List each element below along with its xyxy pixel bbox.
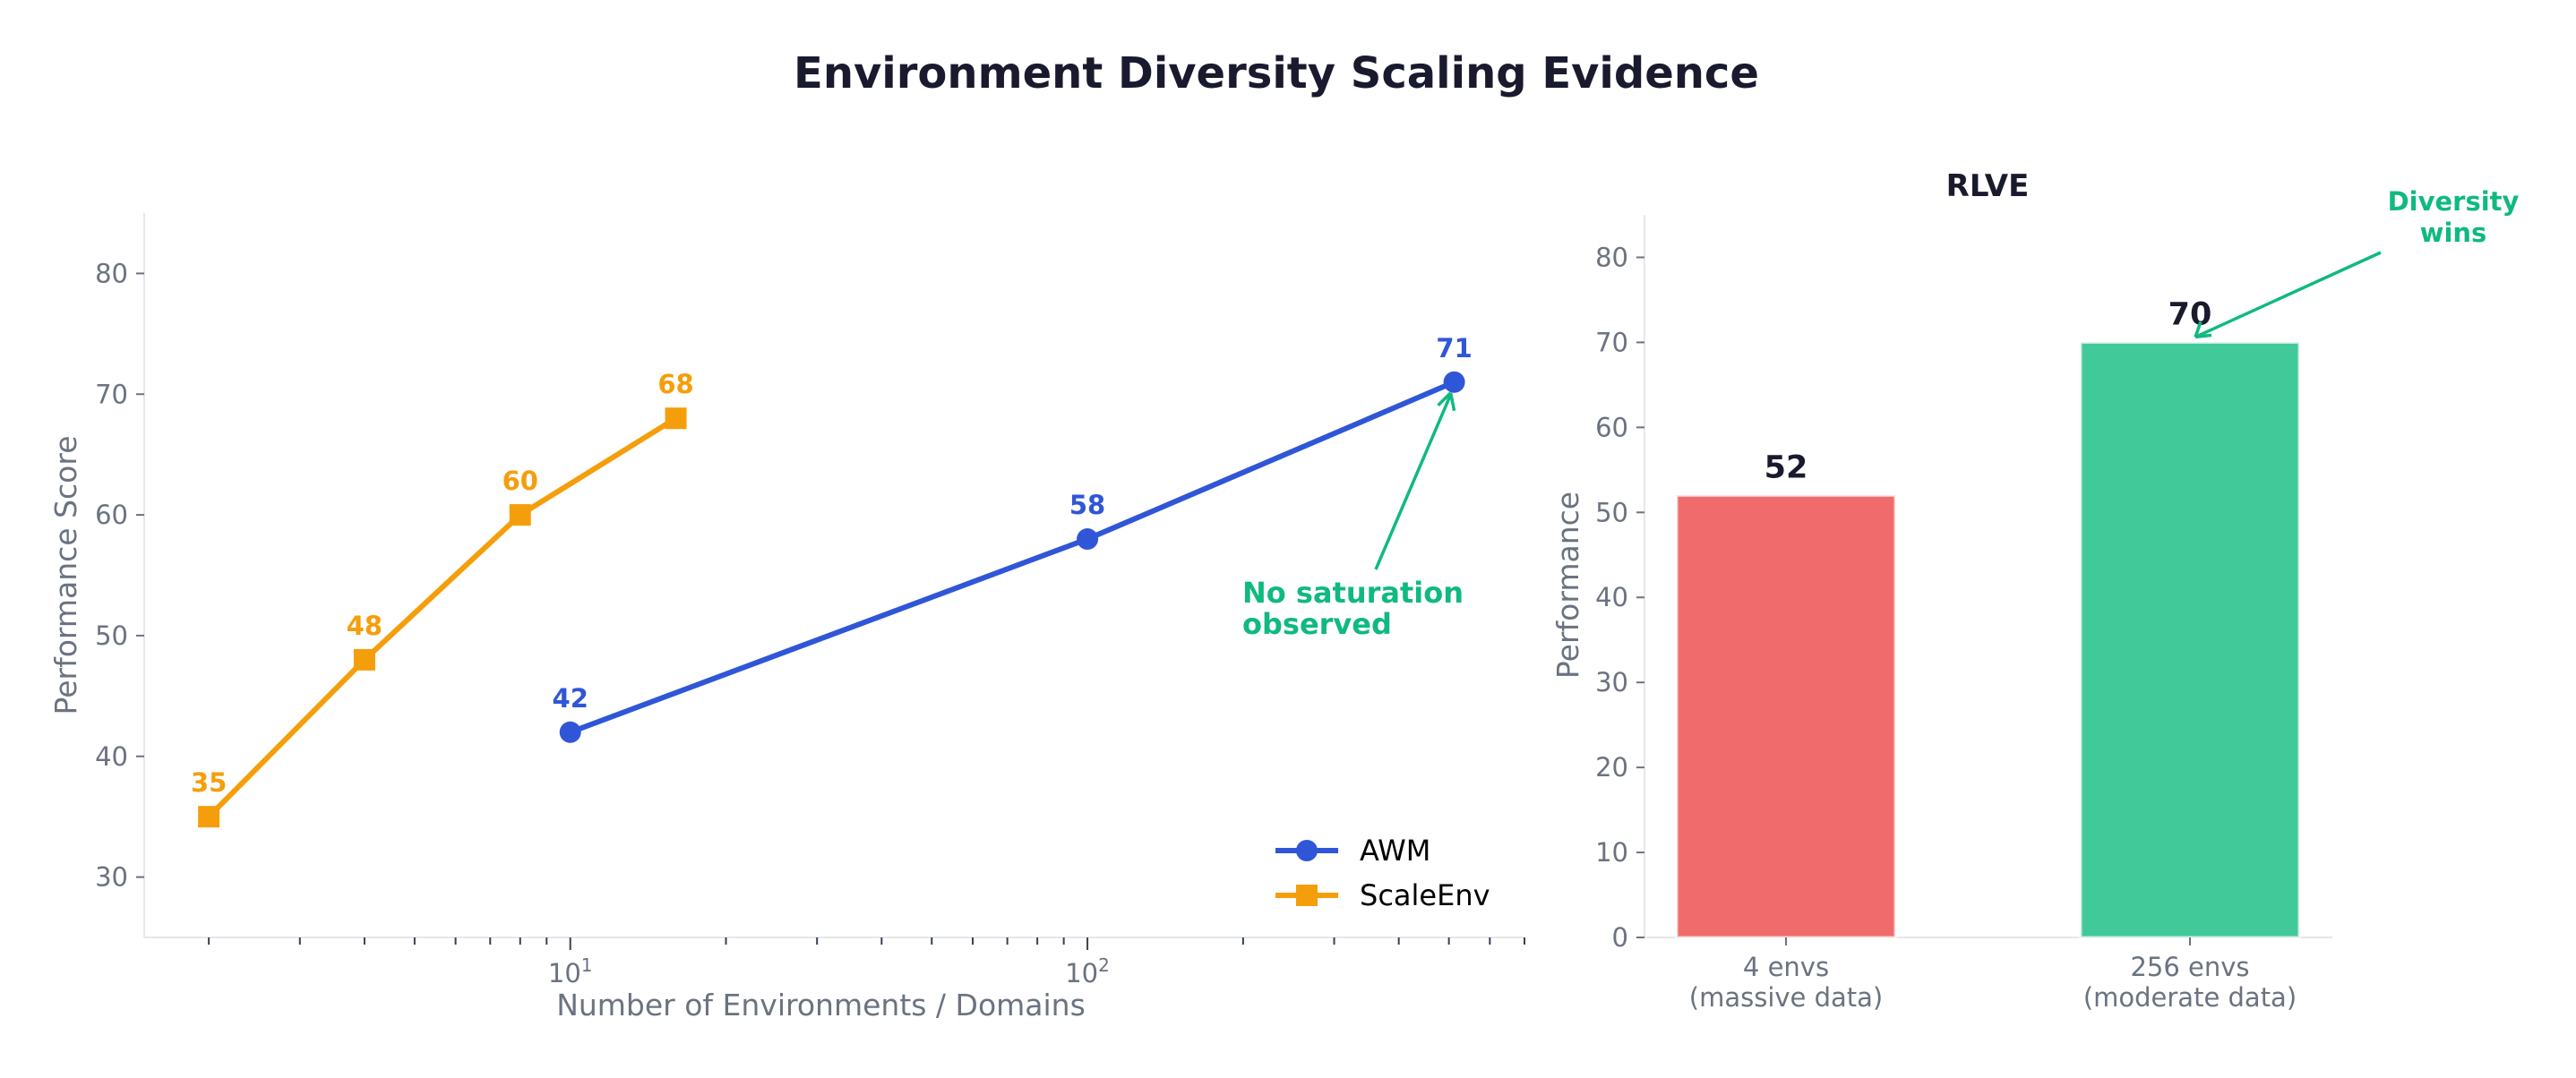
y-axis-label: Performance bbox=[1550, 492, 1585, 679]
y-tick-label: 50 bbox=[1595, 497, 1628, 527]
annotation-text: No saturation bbox=[1242, 576, 1464, 610]
x-tick-label: (moderate data) bbox=[2083, 982, 2297, 1013]
x-tick-label: 256 envs bbox=[2130, 952, 2249, 982]
bar-value-label: 70 bbox=[2168, 296, 2212, 332]
data-label: 68 bbox=[657, 369, 693, 399]
annotation-text: Diversity bbox=[2388, 186, 2520, 217]
bar-value-label: 52 bbox=[1765, 449, 1808, 485]
data-point-scaleenv bbox=[665, 407, 687, 430]
series-line-scaleenv bbox=[207, 415, 678, 819]
annotation-text: observed bbox=[1242, 607, 1392, 641]
annotation-arrowhead bbox=[2194, 321, 2212, 339]
annotation-arrowhead bbox=[1437, 391, 1456, 412]
y-axis-label: Performance Score bbox=[48, 435, 83, 714]
y-tick-label: 70 bbox=[95, 379, 128, 409]
data-label: 58 bbox=[1069, 490, 1105, 520]
bar-chart: RLVE 0 10 20 30 40 50 60 70 80 Performance 52 4 envs… bbox=[1550, 168, 2520, 1013]
data-point-scaleenv bbox=[509, 504, 531, 526]
x-tick-label: 4 envs bbox=[1743, 952, 1829, 982]
data-label: 60 bbox=[502, 466, 538, 496]
y-tick-label: 50 bbox=[95, 620, 128, 651]
y-tick-label: 10 bbox=[1595, 837, 1628, 868]
annotation-text: wins bbox=[2420, 218, 2487, 248]
data-point-awm bbox=[1443, 371, 1465, 393]
data-point-scaleenv bbox=[198, 806, 220, 828]
legend-marker bbox=[1296, 885, 1318, 906]
legend-label: AWM bbox=[1360, 834, 1430, 868]
y-tick-label: 60 bbox=[95, 500, 128, 530]
data-point-awm bbox=[1077, 528, 1099, 551]
x-tick-label: (massive data) bbox=[1689, 982, 1883, 1013]
legend-label: ScaleEnv bbox=[1360, 878, 1490, 912]
y-tick-label: 60 bbox=[1595, 412, 1628, 442]
data-label: 48 bbox=[347, 611, 382, 641]
y-tick-label: 80 bbox=[95, 258, 128, 288]
data-point-awm bbox=[559, 721, 581, 743]
y-tick-label: 70 bbox=[1595, 327, 1628, 357]
y-tick-label: 30 bbox=[95, 862, 128, 893]
data-point-scaleenv bbox=[353, 648, 375, 671]
y-tick-label: 80 bbox=[1595, 242, 1628, 272]
bar-chart-title: RLVE bbox=[1946, 168, 2030, 204]
y-tick-label: 40 bbox=[95, 741, 128, 772]
annotation-arrow bbox=[2194, 251, 2382, 339]
data-label: 71 bbox=[1436, 333, 1472, 364]
data-label: 35 bbox=[191, 767, 227, 798]
legend-marker bbox=[1296, 840, 1318, 861]
data-label: 42 bbox=[553, 683, 588, 714]
bar bbox=[1675, 493, 1897, 939]
x-axis-label: Number of Environments / Domains bbox=[556, 988, 1086, 1022]
bar bbox=[2079, 340, 2301, 939]
y-tick-label: 30 bbox=[1595, 667, 1628, 697]
annotation-arrow bbox=[1374, 394, 1453, 570]
x-tick-label: 101 bbox=[548, 954, 593, 988]
y-tick-label: 20 bbox=[1595, 752, 1628, 783]
figure-title: Environment Diversity Scaling Evidence bbox=[794, 48, 1759, 98]
series-line-awm bbox=[569, 380, 1455, 735]
y-tick-label: 0 bbox=[1612, 922, 1628, 953]
x-tick-label: 102 bbox=[1065, 954, 1110, 988]
y-tick-label: 40 bbox=[1595, 582, 1628, 612]
